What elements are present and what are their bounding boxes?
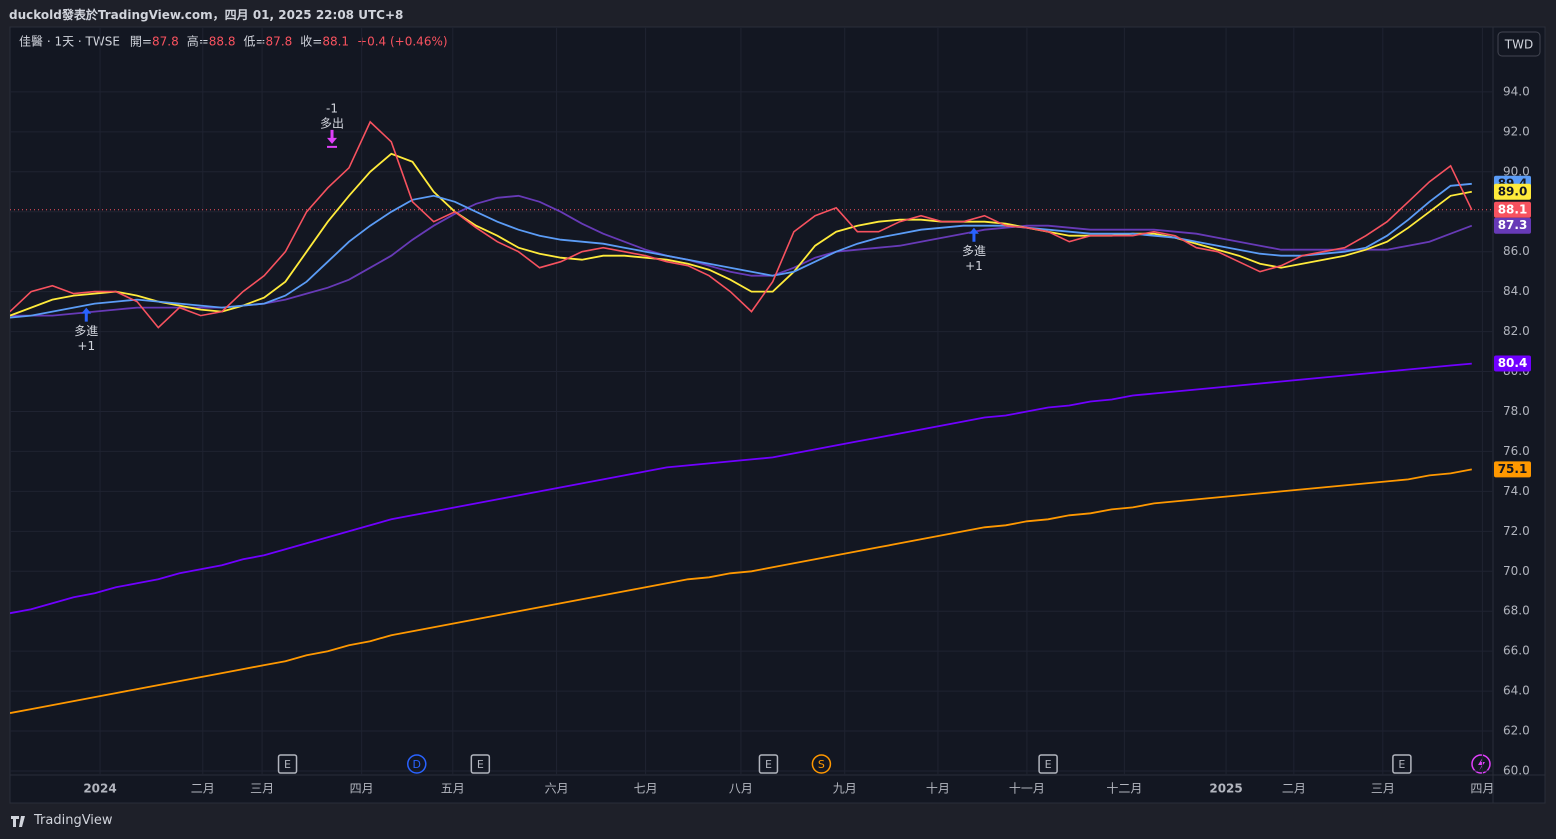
signal-label: +1 xyxy=(965,259,983,273)
y-tick-label: 84.0 xyxy=(1503,284,1530,298)
signal-label: 多出 xyxy=(320,116,344,130)
y-tick-label: 82.0 xyxy=(1503,324,1530,338)
signal-arrow xyxy=(81,307,92,322)
event-label: E xyxy=(477,758,484,771)
x-tick-label: 二月 xyxy=(1282,782,1306,796)
ohlc-label: 開= xyxy=(130,35,152,49)
series-line xyxy=(10,182,1472,319)
signal-arrow xyxy=(327,129,338,148)
event-label: E xyxy=(765,758,772,771)
price-tag-label: 80.4 xyxy=(1498,356,1528,370)
y-tick-label: 90.0 xyxy=(1503,164,1530,178)
x-tick-label: 五月 xyxy=(441,782,465,796)
y-tick-label: 68.0 xyxy=(1503,604,1530,618)
event-label: D xyxy=(413,758,421,771)
legend-line: 佳醫 · 1天 · TWSE 開= 87.8 高= 88.8 低= 87.8 收= 88.1 +0… xyxy=(19,34,448,49)
currency: TWD xyxy=(1504,38,1533,52)
series-line xyxy=(10,362,1472,615)
footer-brand: TradingView xyxy=(34,813,113,828)
price-tag xyxy=(1494,217,1531,234)
ohlc-label: 低= xyxy=(243,35,265,49)
y-tick-label: 66.0 xyxy=(1503,644,1530,658)
series-line xyxy=(10,468,1472,714)
y-tick-label: 62.0 xyxy=(1503,724,1530,738)
y-tick-label: 76.0 xyxy=(1503,444,1530,458)
ohlc-value: 88.8 xyxy=(209,35,236,49)
x-tick-label: 十月 xyxy=(926,782,950,796)
event-badge xyxy=(277,754,298,774)
event-badge xyxy=(407,754,427,774)
y-tick-label: 78.0 xyxy=(1503,404,1530,418)
x-tick-label: 七月 xyxy=(634,782,658,796)
y-tick-label: 72.0 xyxy=(1503,524,1530,538)
lightning xyxy=(1478,757,1485,771)
currency-button[interactable] xyxy=(1497,31,1541,57)
y-tick-label: 64.0 xyxy=(1503,684,1530,698)
price-tag-label: 75.1 xyxy=(1498,462,1528,476)
x-tick-label: 三月 xyxy=(250,782,274,796)
series-line xyxy=(10,152,1472,317)
logo xyxy=(11,816,25,827)
ohlc-value: 88.1 xyxy=(322,35,349,49)
x-tick-label: 三月 xyxy=(1371,782,1395,796)
y-tick-label: 70.0 xyxy=(1503,564,1530,578)
signal-label: -1 xyxy=(326,101,338,115)
y-tick-label: 94.0 xyxy=(1503,84,1530,98)
symbol: 佳醫 · 1天 · TWSE xyxy=(19,35,120,49)
x-tick-label: 四月 xyxy=(1470,782,1494,796)
y-tick-label: 92.0 xyxy=(1503,124,1530,138)
y-tick-label: 74.0 xyxy=(1503,484,1530,498)
event-badge xyxy=(1038,754,1058,774)
event-badge xyxy=(758,754,779,774)
x-tick-label: 2025 xyxy=(1209,782,1242,796)
price-tag xyxy=(1494,201,1531,218)
event-label: E xyxy=(284,758,291,771)
x-tick-label: 十一月 xyxy=(1009,782,1045,796)
x-tick-label: 2024 xyxy=(83,782,116,796)
price-tag xyxy=(1494,355,1531,372)
ohlc-label: 收= xyxy=(300,35,322,49)
y-tick-label: 86.0 xyxy=(1503,244,1530,258)
lightning-badge xyxy=(1471,754,1491,774)
signal-label: 多進 xyxy=(74,324,98,338)
x-tick-label: 九月 xyxy=(833,782,857,796)
event-badge xyxy=(811,754,832,774)
chart-background xyxy=(9,26,1546,804)
x-tick-label: 六月 xyxy=(545,782,569,796)
x-tick-label: 八月 xyxy=(729,782,753,796)
series-line xyxy=(10,120,1473,329)
change: +0.4 (+0.46%) xyxy=(357,35,448,49)
event-label: E xyxy=(1045,758,1052,771)
signal-arrow xyxy=(968,227,979,242)
signal-label: 多進 xyxy=(962,244,986,258)
price-tag-label: 87.3 xyxy=(1498,218,1528,232)
y-tick-label: 60.0 xyxy=(1503,764,1530,778)
price-tag-label: 88.1 xyxy=(1498,202,1528,216)
publisher: duckold發表於TradingView.com，四月 01, 2025 22… xyxy=(9,8,404,22)
price-tag xyxy=(1494,461,1531,478)
ohlc-value: 87.8 xyxy=(152,35,179,49)
event-label: S xyxy=(818,758,825,771)
x-tick-label: 十二月 xyxy=(1106,782,1142,796)
event-icon xyxy=(1471,754,1491,774)
ohlc-label: 高= xyxy=(187,34,209,49)
x-tick-label: 四月 xyxy=(350,782,374,796)
plot xyxy=(10,120,1493,714)
event-badge xyxy=(470,754,491,774)
event-badge xyxy=(1392,754,1412,774)
price-tag-label: 89.0 xyxy=(1498,184,1528,198)
price-tag xyxy=(1494,183,1531,200)
x-tick-label: 二月 xyxy=(191,782,215,796)
ohlc-value: 87.8 xyxy=(266,35,293,49)
event-label: E xyxy=(1398,758,1405,771)
signal-label: +1 xyxy=(77,339,95,353)
